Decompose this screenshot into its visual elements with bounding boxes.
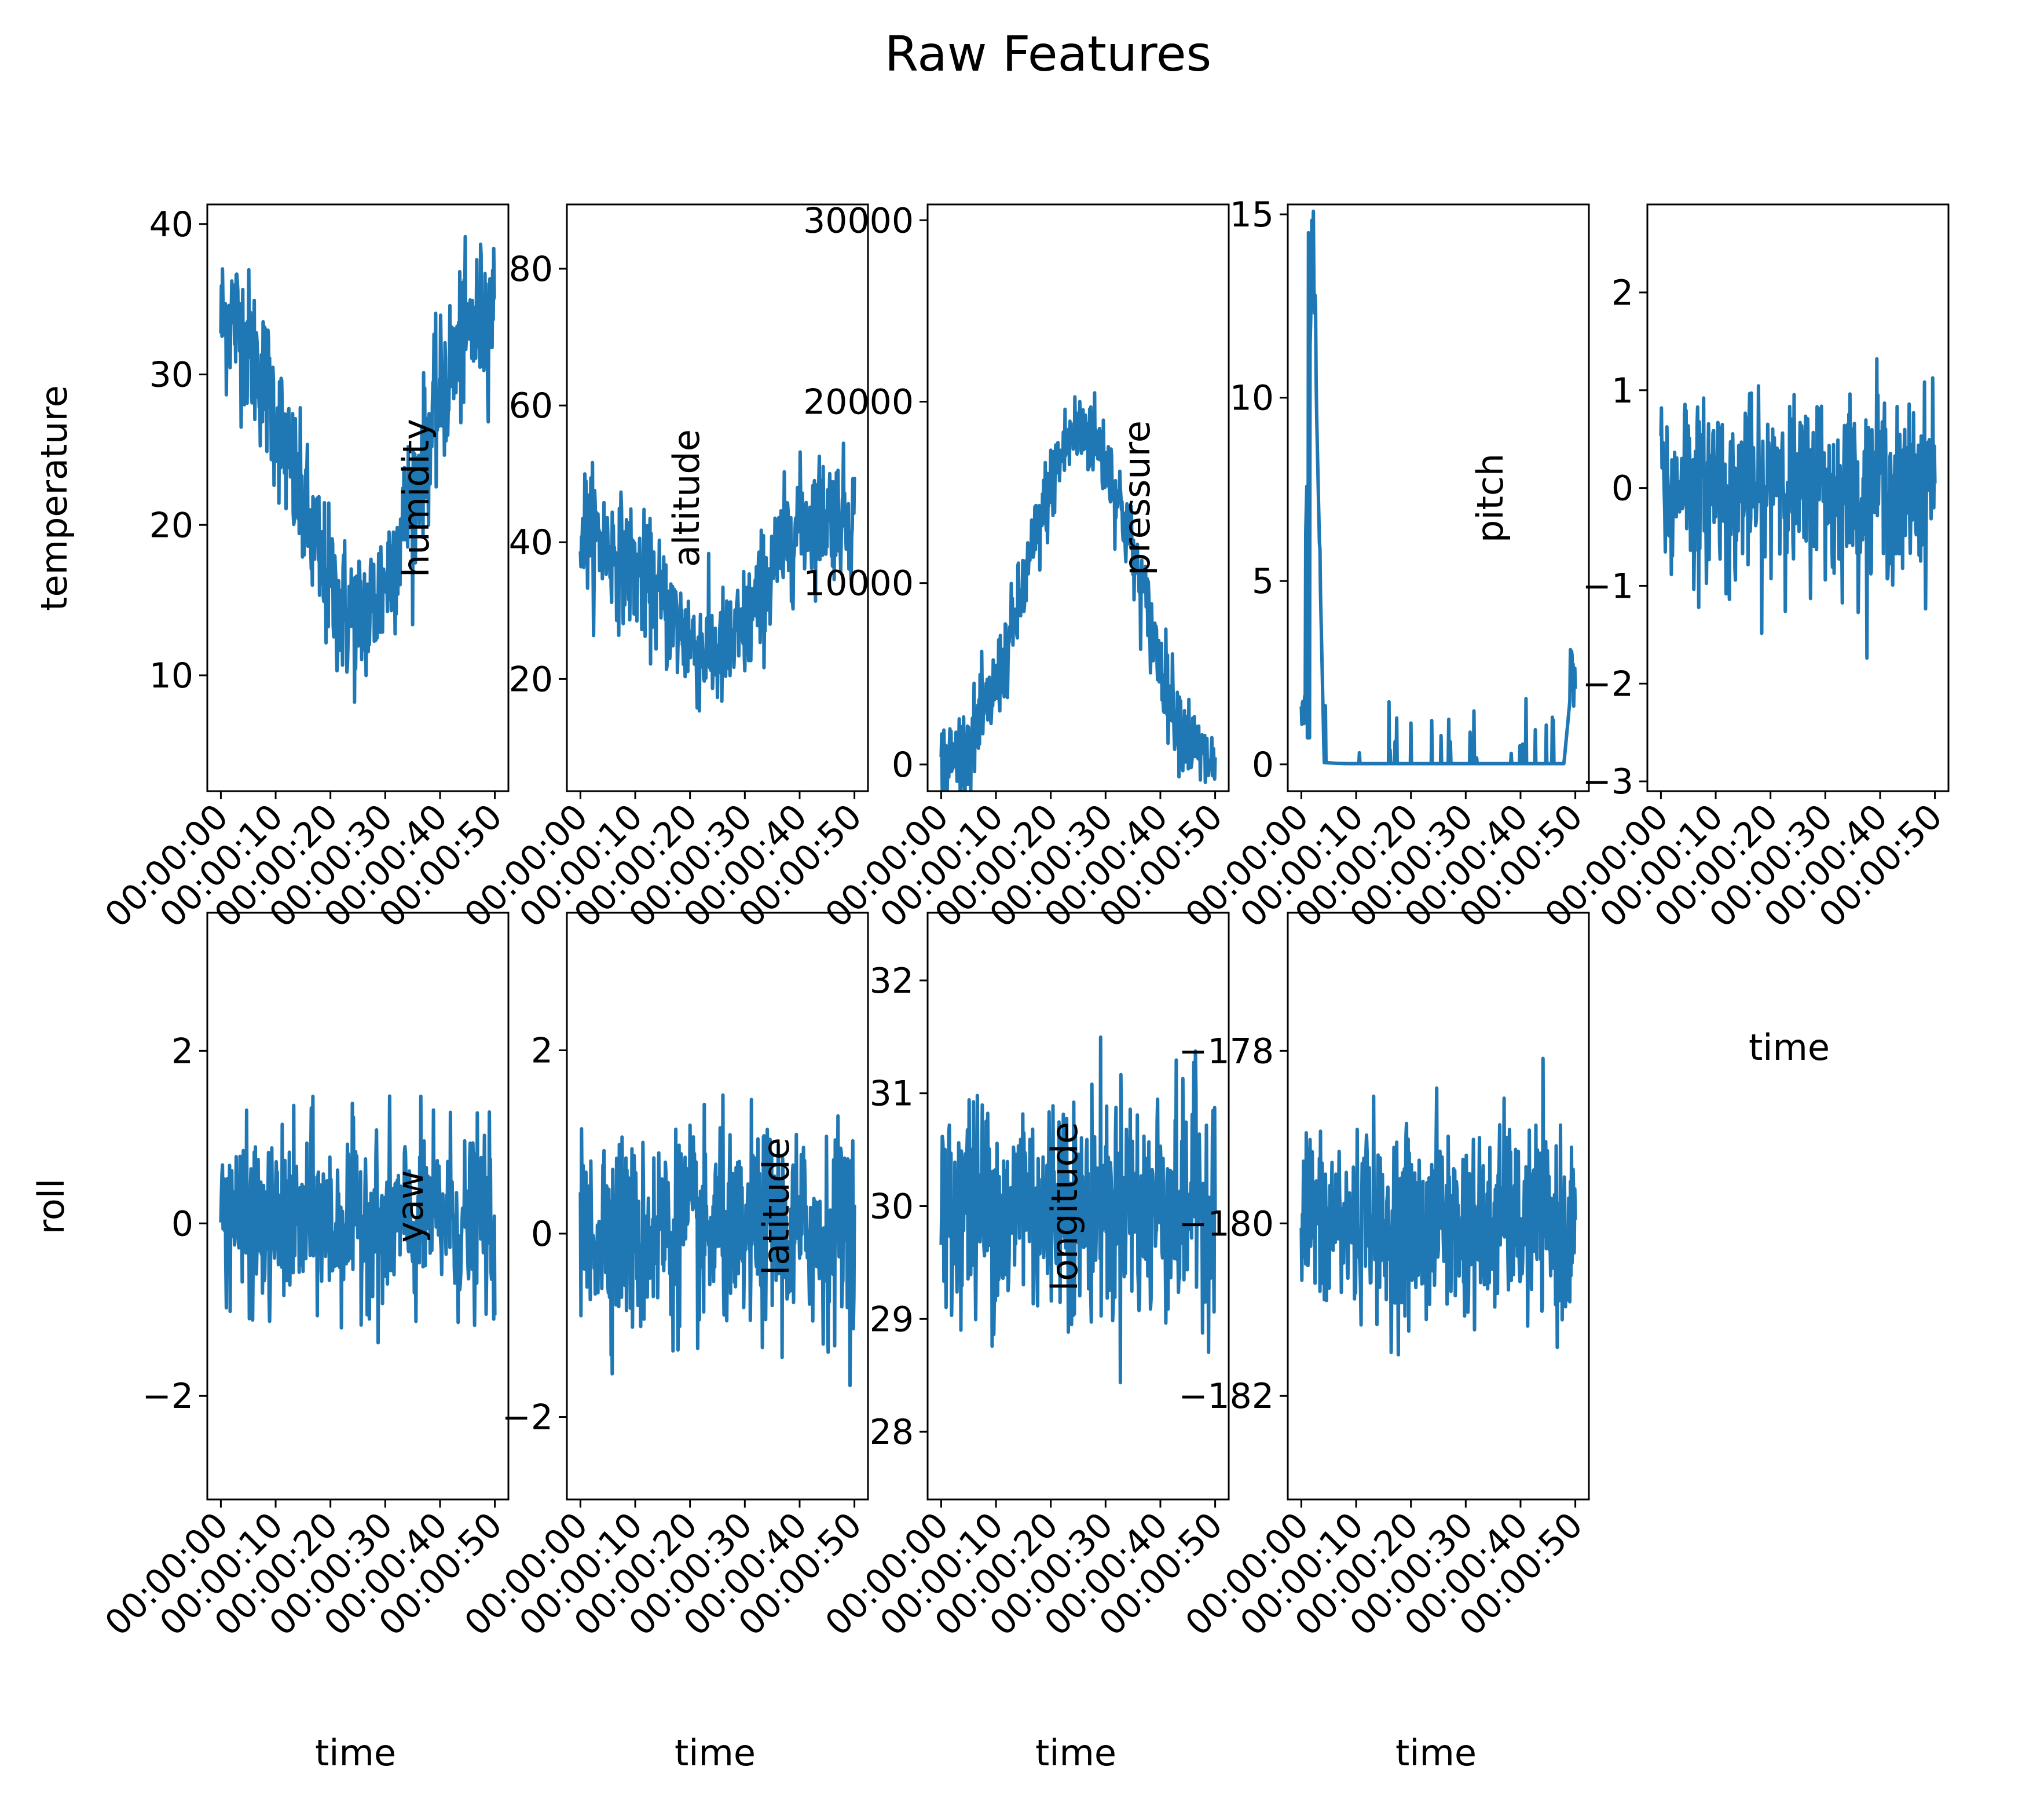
y-tick-label: 32 — [870, 961, 914, 1001]
series-line — [1299, 209, 1577, 766]
axes-frame — [1646, 203, 1950, 792]
y-axis-label: altitude — [665, 429, 708, 567]
y-tick-label: −3 — [1583, 762, 1633, 802]
axes-frame — [206, 203, 510, 792]
series-line — [578, 441, 856, 713]
y-tick-label: 20 — [509, 659, 553, 700]
y-tick-label: −2 — [502, 1398, 553, 1438]
y-tick-label: 10 — [1230, 378, 1274, 419]
y-tick-label: −180 — [1178, 1204, 1274, 1244]
x-axis-label: time — [675, 1732, 756, 1774]
y-axis-label: roll — [30, 1179, 72, 1235]
y-tick-label: 20 — [149, 505, 193, 546]
y-tick-label: 0 — [892, 745, 914, 785]
y-tick-label: 0 — [1252, 745, 1274, 785]
y-tick-label: 31 — [870, 1074, 914, 1114]
x-axis-label: time — [1395, 1732, 1477, 1774]
y-tick-label: 0 — [531, 1214, 553, 1254]
y-tick-label: 2 — [531, 1030, 553, 1071]
y-tick-label: 20000 — [803, 382, 914, 422]
x-axis-label: time — [1035, 1732, 1116, 1774]
series-line — [939, 391, 1217, 791]
y-tick-label: 0 — [171, 1204, 193, 1244]
y-tick-label: 40 — [509, 522, 553, 563]
series-line — [1659, 357, 1937, 660]
y-axis-label: pitch — [1469, 453, 1511, 543]
y-tick-label: 29 — [870, 1299, 914, 1340]
y-tick-label: 30 — [870, 1187, 914, 1227]
y-tick-label: 28 — [870, 1412, 914, 1453]
axes-frame — [926, 203, 1230, 792]
y-axis-label: temperature — [33, 385, 75, 611]
y-tick-label: −2 — [1583, 664, 1633, 704]
series-line — [219, 1094, 497, 1345]
y-tick-label: 2 — [171, 1031, 193, 1071]
y-tick-label: 30 — [149, 355, 193, 396]
y-tick-label: −178 — [1178, 1031, 1274, 1071]
y-tick-label: 0 — [1611, 469, 1633, 509]
y-tick-label: 10000 — [803, 564, 914, 604]
axes-frame — [1287, 912, 1590, 1501]
y-tick-label: −182 — [1178, 1376, 1274, 1417]
y-tick-label: −2 — [142, 1376, 193, 1417]
subplot-longitude: −182−180−17800:00:0000:00:1000:00:2000:0… — [1043, 912, 1591, 1774]
series-line — [939, 1035, 1217, 1385]
y-axis-label: latitude — [755, 1137, 797, 1275]
series-line — [219, 235, 496, 704]
y-axis-label: yaw — [389, 1170, 431, 1242]
y-tick-label: 5 — [1252, 561, 1274, 602]
y-tick-label: 60 — [509, 386, 553, 426]
y-tick-label: −1 — [1583, 566, 1633, 606]
figure-title: Raw Features — [885, 25, 1212, 82]
y-tick-label: 15 — [1230, 195, 1274, 235]
y-tick-label: 40 — [149, 204, 193, 245]
axes-frame — [206, 912, 510, 1501]
y-axis-label: humidity — [395, 419, 437, 577]
x-axis-label: time — [315, 1732, 396, 1774]
series-line — [578, 1093, 856, 1388]
y-axis-label: longitude — [1043, 1122, 1086, 1291]
axes-frame — [566, 203, 869, 792]
axes-frame — [566, 912, 869, 1501]
y-tick-label: 2 — [1611, 273, 1633, 313]
y-axis-label: pressure — [1116, 420, 1158, 576]
y-tick-label: 1 — [1611, 371, 1633, 411]
axes-frame — [1287, 203, 1590, 792]
x-axis-label: time — [1749, 1026, 1830, 1069]
y-tick-label: 80 — [509, 249, 553, 290]
y-tick-label: 10 — [149, 656, 193, 696]
y-tick-label: 30000 — [803, 200, 914, 241]
series-line — [1299, 1056, 1577, 1357]
